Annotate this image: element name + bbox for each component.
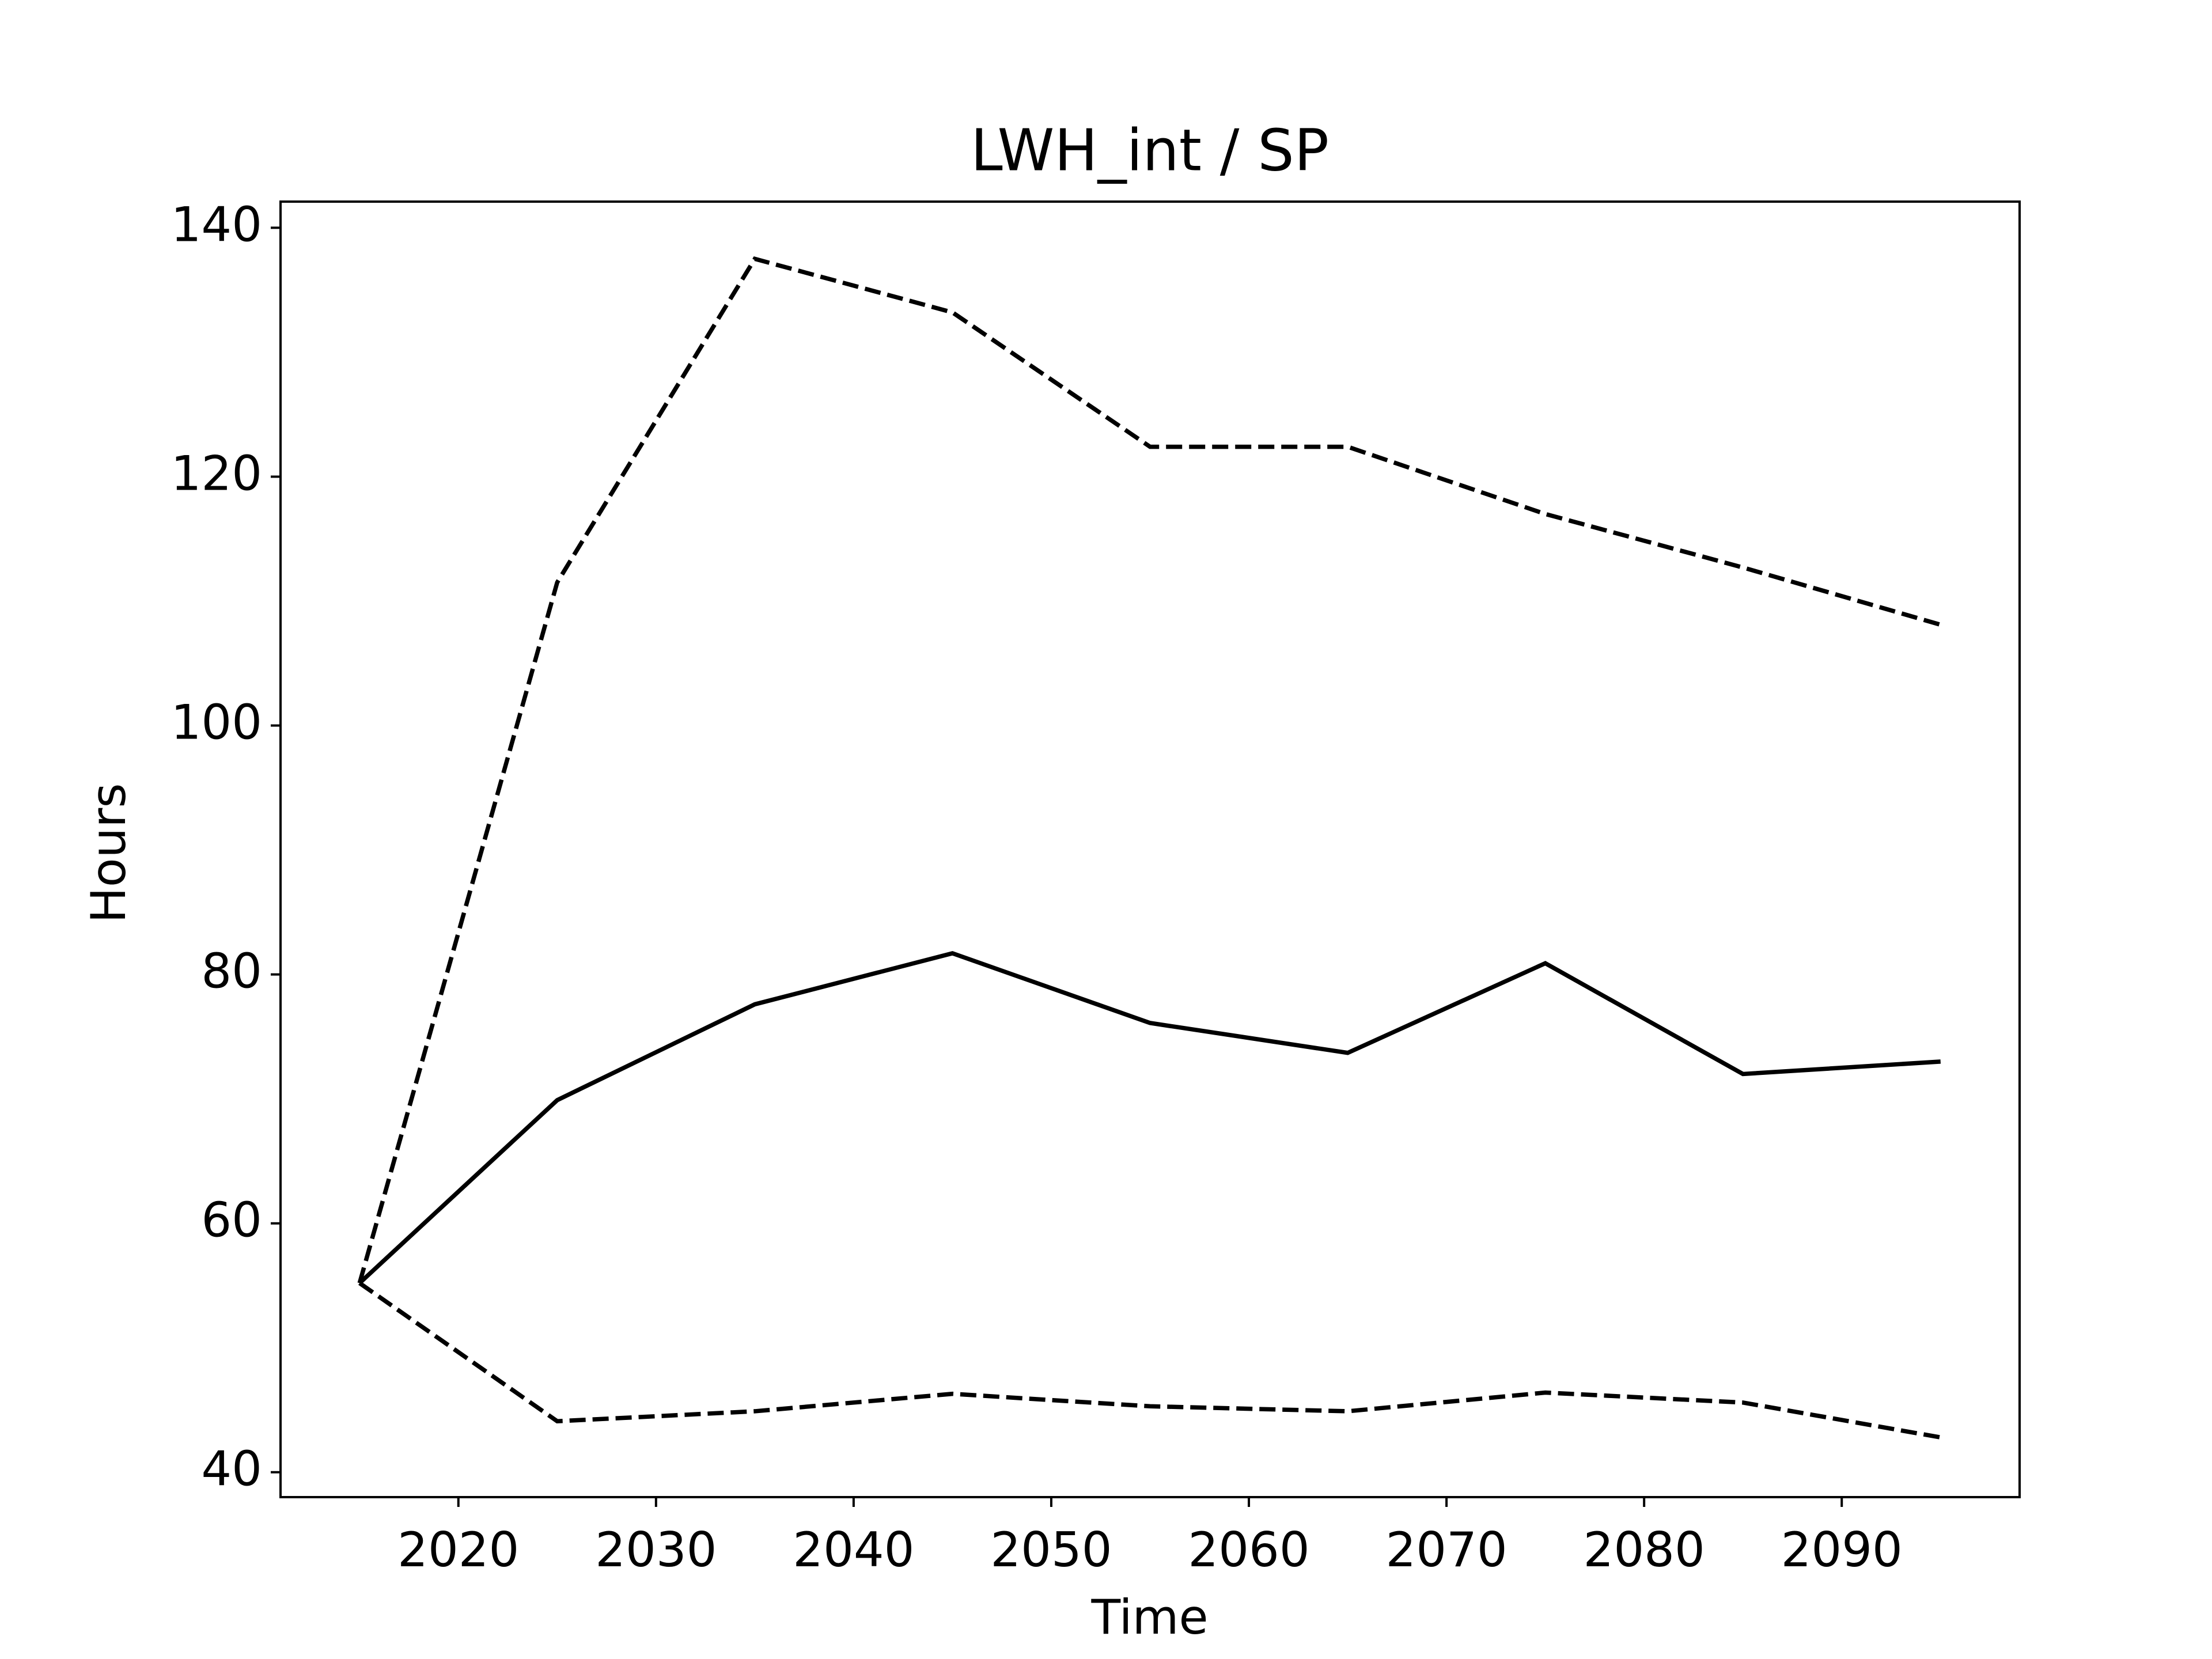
x-tick-label: 2070 xyxy=(1385,1522,1507,1578)
y-axis-label: Hours xyxy=(81,783,137,923)
x-tick-label: 2080 xyxy=(1584,1522,1705,1578)
x-tick-label: 2040 xyxy=(793,1522,914,1578)
x-axis-label: Time xyxy=(1090,1589,1208,1645)
y-tick-label: 100 xyxy=(171,694,262,750)
y-tick-label: 80 xyxy=(201,944,262,999)
x-tick-label: 2020 xyxy=(397,1522,519,1578)
line-series xyxy=(357,256,1941,1284)
y-tick-label: 140 xyxy=(171,196,262,252)
x-tick-label: 2030 xyxy=(595,1522,717,1578)
x-tick-label: 2050 xyxy=(990,1522,1112,1578)
x-tick-label: 2090 xyxy=(1781,1522,1903,1578)
chart-title: LWH_int / SP xyxy=(971,116,1329,184)
line-series xyxy=(358,1281,1941,1440)
plot-frame xyxy=(279,200,2021,1498)
y-tick-label: 60 xyxy=(201,1192,262,1248)
y-tick-label: 40 xyxy=(201,1441,262,1497)
line-series xyxy=(358,950,1941,1285)
y-tick-label: 120 xyxy=(171,445,262,501)
x-tick-label: 2060 xyxy=(1188,1522,1309,1578)
